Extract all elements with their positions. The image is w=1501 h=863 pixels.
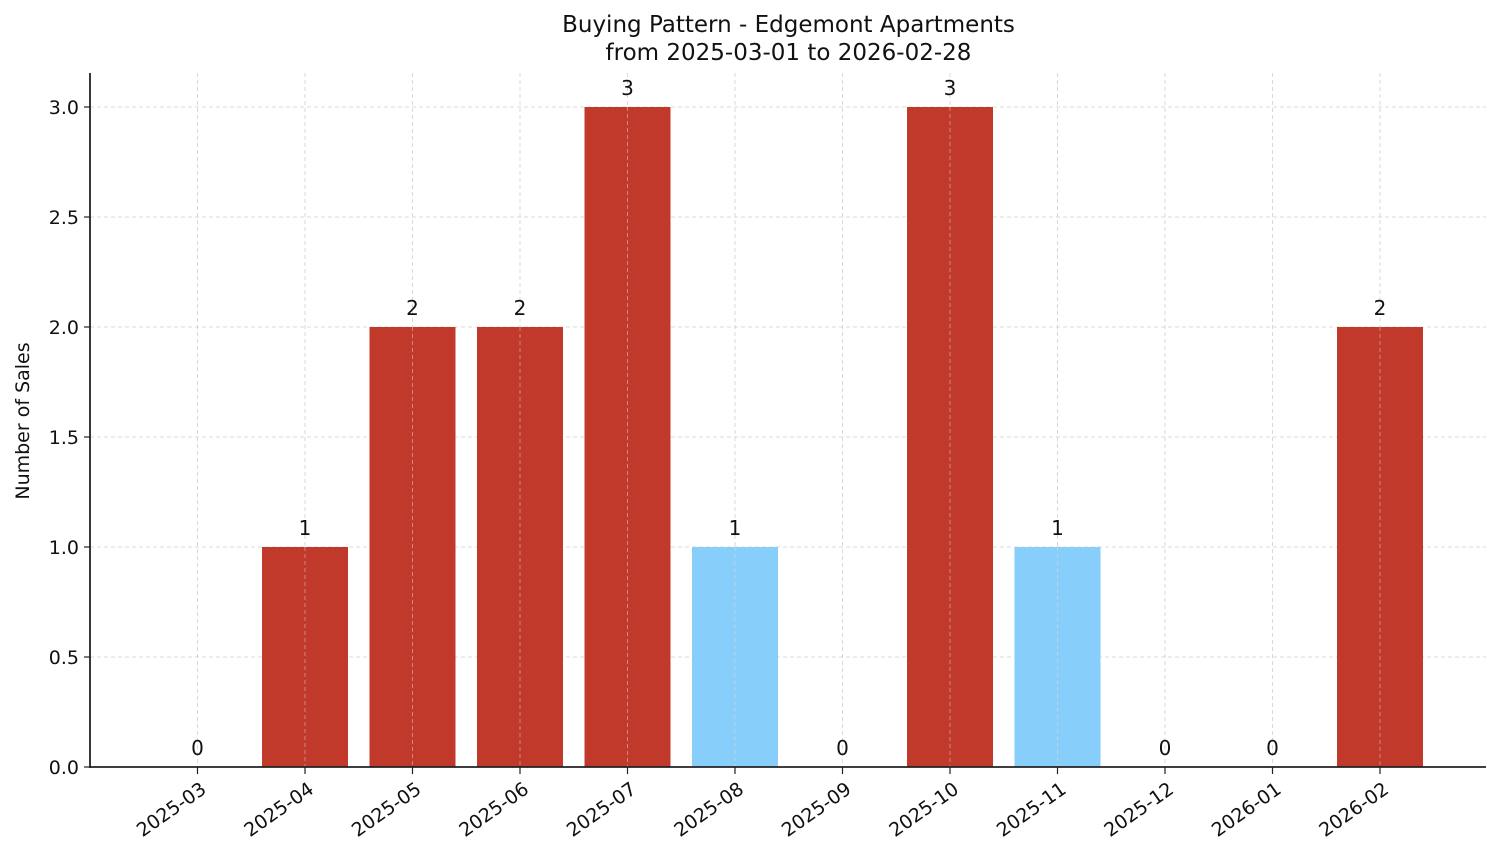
data-label: 0 [1159,736,1172,760]
bar-2025-08 [692,547,778,767]
data-label: 2 [1374,296,1387,320]
bar-2025-11 [1014,547,1101,767]
bar-2025-04 [262,547,348,767]
y-tick-label: 0.0 [49,757,79,779]
x-tick-label: 2026-01 [1208,778,1286,842]
data-label: 1 [299,516,312,540]
x-tick-label: 2025-04 [240,778,318,842]
chart-subtitle: from 2025-03-01 to 2026-02-28 [605,40,972,66]
data-label: 0 [1266,736,1279,760]
data-label: 0 [191,736,204,760]
data-label: 0 [836,736,849,760]
y-tick-label: 1.0 [49,537,79,559]
y-tick-label: 0.5 [49,647,79,669]
x-tick-label: 2026-02 [1315,778,1393,842]
x-tick-label: 2025-05 [348,778,426,842]
data-label: 3 [621,76,634,100]
y-tick-label: 2.5 [49,207,79,229]
x-tick-label: 2025-09 [778,778,856,842]
x-tick-label: 2025-10 [885,778,963,842]
x-tick-label: 2025-06 [455,778,533,842]
x-tick-label: 2025-12 [1100,778,1178,842]
data-label: 1 [1051,516,1064,540]
x-tick-label: 2025-03 [133,778,211,842]
data-label: 1 [729,516,742,540]
data-label: 2 [514,296,527,320]
x-tick-label: 2025-11 [993,778,1071,842]
y-tick-label: 3.0 [49,97,79,119]
y-tick-label: 1.5 [49,427,79,449]
x-tick-label: 2025-07 [563,778,641,842]
data-label: 3 [944,76,957,100]
y-tick-label: 2.0 [49,317,79,339]
chart-title: Buying Pattern - Edgemont Apartments [562,12,1015,38]
x-tick-label: 2025-08 [670,778,748,842]
data-label: 2 [406,296,419,320]
